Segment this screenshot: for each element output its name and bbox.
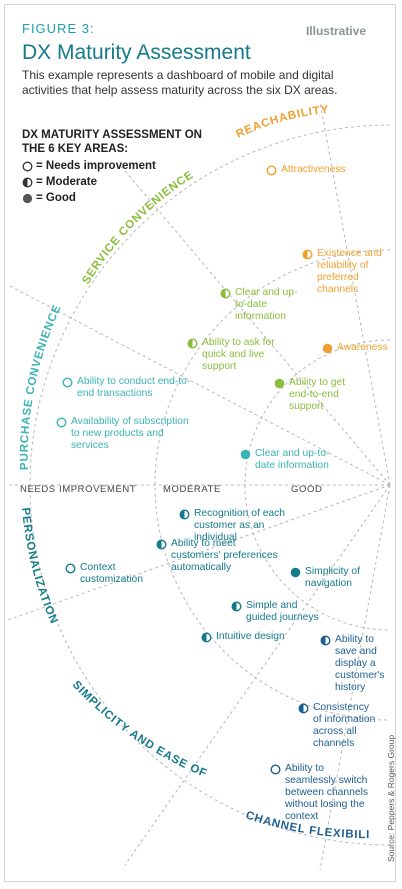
legend-label: = Needs improvement [36,160,156,172]
empty-circle-icon [270,764,281,775]
assessment-item-label: Intuitive design [216,631,285,642]
assessment-item-label: Existence and reliability of preferred c… [317,248,382,295]
assessment-item-label: Availability of subscription to new prod… [71,416,189,451]
assessment-item-navigation: Simplicity of navigation [290,566,374,590]
grid-rays [7,101,391,871]
assessment-item-label: Consistency of information across all ch… [313,702,376,749]
assessment-item-label: Ability to ask for quick and live suppor… [202,337,275,372]
empty-circle-icon [65,563,76,574]
area-label-reachability: REACHABILITY [234,104,330,141]
page-title: DX Maturity Assessment [22,41,251,64]
assessment-item-clear-service: Clear and up-to-date information [220,287,300,323]
assessment-item-attractiveness: Attractiveness [266,164,386,176]
assessment-item-label: Context customization [80,562,143,585]
assessment-item-recognition: Recognition of each customer as an indiv… [179,508,309,544]
legend-moderate: = Moderate [22,176,97,188]
illustrative-badge: Illustrative [305,24,366,38]
assessment-item-label: Recognition of each customer as an indiv… [194,508,286,543]
legend-title: DX MATURITY ASSESSMENT ON THE 6 KEY AREA… [22,129,202,155]
figure-frame [4,4,396,882]
full-circle-icon [22,193,33,203]
half-circle-icon [156,539,167,550]
assessment-item-label: Ability to seamlessly switch between cha… [285,763,369,822]
source-note: Source: Peppers & Rogers Group [386,734,396,862]
page-subtitle: This example represents a dashboard of m… [22,68,338,97]
figure-number: FIGURE 3: [22,21,95,36]
assessment-item-preferences: Ability to meet customers' preferences a… [156,538,284,574]
half-circle-icon [231,601,242,612]
assessment-item-e2e-tx: Ability to conduct end-to-end transactio… [62,376,200,400]
ray-lower-2 [124,484,391,866]
full-circle-icon [290,567,301,578]
assessment-item-e2e: Ability to get end-to-end support [274,377,350,413]
empty-circle-icon [22,161,33,171]
full-circle-icon [322,343,333,354]
full-circle-icon [274,378,285,389]
assessment-item-label: Attractiveness [281,164,346,175]
legend-label: = Good [36,192,76,204]
half-circle-icon [187,338,198,349]
half-circle-icon [302,249,313,260]
ray-upper-2 [119,164,391,486]
assessment-item-consistency: Consistency of information across all ch… [298,702,378,750]
assessment-item-label: Ability to meet customers' preferences a… [171,538,278,573]
assessment-item-ask: Ability to ask for quick and live suppor… [187,337,285,373]
assessment-item-label: Ability to conduct end-to-end transactio… [77,376,191,399]
empty-circle-icon [266,165,277,176]
assessment-item-context: Context customization [65,562,155,586]
arc-good [244,339,391,631]
scale-needs-improvement: NEEDS IMPROVEMENT [20,484,137,495]
assessment-item-awareness: Awareness [322,342,392,354]
legend-good: = Good [22,192,76,204]
assessment-item-label: Clear and up-to-date information [235,287,298,322]
assessment-item-label: Ability to save and display a customer's… [335,634,385,693]
assessment-item-existence: Existence and reliability of preferred c… [302,248,384,296]
assessment-item-save: Ability to save and display a customer's… [320,634,384,694]
half-circle-icon [320,635,331,646]
scale-moderate: MODERATE [163,484,221,495]
assessment-item-label: Simple and guided journeys [246,600,319,623]
assessment-item-label: Awareness [337,342,388,353]
assessment-item-subscription: Availability of subscription to new prod… [56,416,196,452]
assessment-item-label: Simplicity of navigation [305,566,360,589]
half-circle-icon [201,632,212,643]
ray-upper-1 [319,101,391,486]
legend-label: = Moderate [36,176,98,188]
empty-circle-icon [62,377,73,388]
half-circle-icon [179,509,190,520]
ray-lower-3 [319,484,391,871]
assessment-item-label: Clear and up-to-date information [255,448,330,471]
legend-needs-improvement: = Needs improvement [22,160,156,172]
full-circle-icon [240,449,251,460]
assessment-item-clear-purchase: Clear and up-to-date information [240,448,340,472]
assessment-item-switch: Ability to seamlessly switch between cha… [270,763,376,823]
empty-circle-icon [56,417,67,428]
half-circle-icon [220,288,231,299]
assessment-item-journeys: Simple and guided journeys [231,600,323,624]
half-circle-icon [298,703,309,714]
half-circle-icon [22,177,33,187]
assessment-item-intuitive: Intuitive design [201,631,301,643]
ray-lower-1 [7,484,391,621]
area-label-personalization: PERSONALIZATION [19,507,60,626]
assessment-item-label: Ability to get end-to-end support [289,377,346,412]
scale-good: GOOD [291,484,323,495]
